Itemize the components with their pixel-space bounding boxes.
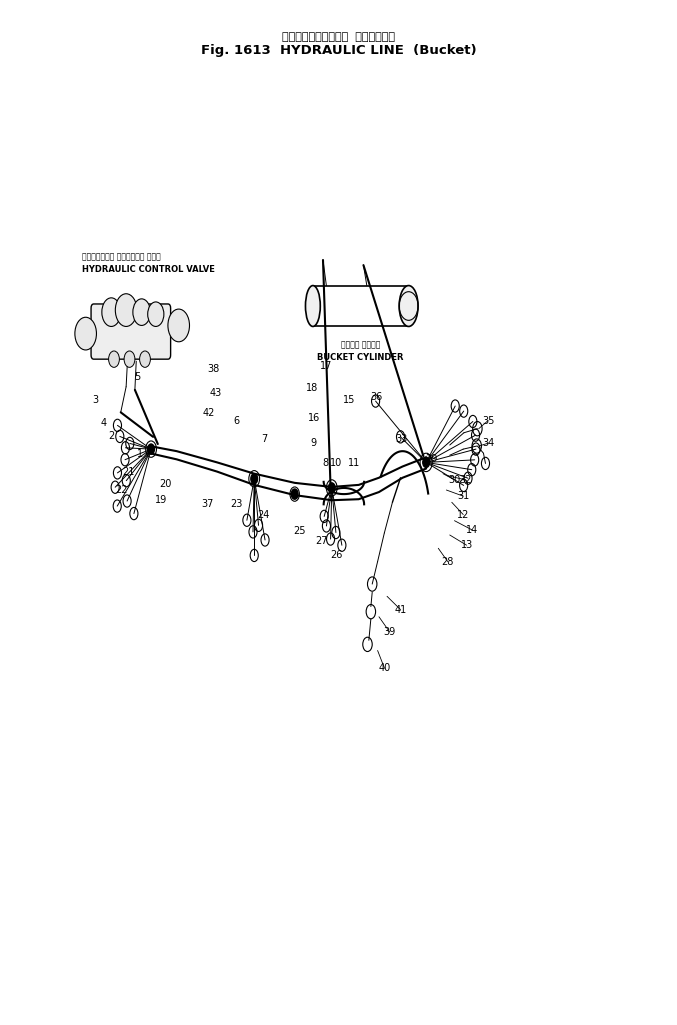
FancyBboxPatch shape <box>91 304 171 359</box>
Text: 13: 13 <box>460 540 473 550</box>
Text: 15: 15 <box>343 395 355 405</box>
Text: 30: 30 <box>448 475 460 485</box>
Text: 1: 1 <box>137 449 143 459</box>
Text: BUCKET CYLINDER: BUCKET CYLINDER <box>318 353 404 362</box>
Circle shape <box>139 351 150 367</box>
Text: 34: 34 <box>483 438 495 448</box>
Circle shape <box>148 444 154 454</box>
Text: 35: 35 <box>482 415 494 425</box>
Text: 26: 26 <box>330 550 343 561</box>
Text: 25: 25 <box>293 526 305 536</box>
Text: 29: 29 <box>425 454 438 464</box>
Circle shape <box>251 474 257 484</box>
Text: 33: 33 <box>396 434 408 444</box>
Circle shape <box>328 483 335 493</box>
Text: 5: 5 <box>135 371 141 381</box>
Text: 23: 23 <box>230 499 242 509</box>
Text: 9: 9 <box>311 438 317 448</box>
Text: 40: 40 <box>378 663 391 672</box>
Text: 24: 24 <box>257 509 269 520</box>
Text: 3: 3 <box>93 395 99 405</box>
Text: 6: 6 <box>233 415 239 425</box>
Text: 38: 38 <box>208 365 220 374</box>
Text: 43: 43 <box>210 387 222 398</box>
Text: 12: 12 <box>457 509 469 520</box>
Circle shape <box>291 489 298 499</box>
Text: 42: 42 <box>203 408 215 418</box>
Circle shape <box>133 299 150 325</box>
Text: 37: 37 <box>201 499 213 509</box>
Circle shape <box>124 351 135 367</box>
Text: 27: 27 <box>315 536 328 546</box>
Text: 19: 19 <box>155 495 167 505</box>
Text: 39: 39 <box>384 627 396 638</box>
Text: ハイドロリック コントロール バルブ: ハイドロリック コントロール バルブ <box>83 252 161 261</box>
Text: 28: 28 <box>441 557 454 567</box>
Text: 32: 32 <box>459 475 471 485</box>
Bar <box>313 286 409 326</box>
Text: バケット シリンダ: バケット シリンダ <box>341 340 380 350</box>
Circle shape <box>75 318 96 350</box>
Circle shape <box>422 457 429 467</box>
Text: 10: 10 <box>330 458 343 468</box>
Circle shape <box>102 298 121 326</box>
Text: 31: 31 <box>457 491 469 501</box>
Ellipse shape <box>399 286 418 326</box>
Text: ハイドロリックライン  （バケット）: ハイドロリックライン （バケット） <box>282 32 395 42</box>
Circle shape <box>168 310 190 341</box>
Text: 20: 20 <box>159 479 171 489</box>
Text: 17: 17 <box>320 362 332 371</box>
Circle shape <box>108 351 119 367</box>
Text: 22: 22 <box>115 485 128 495</box>
Ellipse shape <box>305 286 320 326</box>
Text: 36: 36 <box>371 392 383 402</box>
Text: 21: 21 <box>122 466 134 477</box>
Text: 11: 11 <box>348 458 360 468</box>
Text: Fig. 1613  HYDRAULIC LINE  (Bucket): Fig. 1613 HYDRAULIC LINE (Bucket) <box>200 44 477 57</box>
Text: 4: 4 <box>101 417 107 427</box>
Circle shape <box>148 302 164 326</box>
Text: 14: 14 <box>466 525 478 535</box>
Text: 2: 2 <box>108 430 114 441</box>
Text: 18: 18 <box>306 382 318 393</box>
Text: 41: 41 <box>395 605 407 615</box>
Circle shape <box>115 294 137 326</box>
Text: 16: 16 <box>308 413 320 423</box>
Text: 8: 8 <box>322 458 328 468</box>
Text: HYDRAULIC CONTROL VALVE: HYDRAULIC CONTROL VALVE <box>83 264 215 274</box>
Text: 7: 7 <box>261 434 267 444</box>
